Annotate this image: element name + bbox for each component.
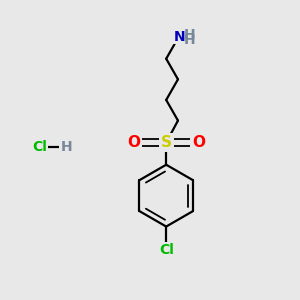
Text: O: O <box>127 135 140 150</box>
Text: N: N <box>174 30 185 44</box>
Text: H: H <box>183 33 195 46</box>
Text: O: O <box>192 135 205 150</box>
Text: Cl: Cl <box>159 243 174 257</box>
Text: Cl: Cl <box>32 140 47 154</box>
Text: S: S <box>161 135 172 150</box>
Text: H: H <box>183 28 195 42</box>
Text: H: H <box>60 140 72 154</box>
